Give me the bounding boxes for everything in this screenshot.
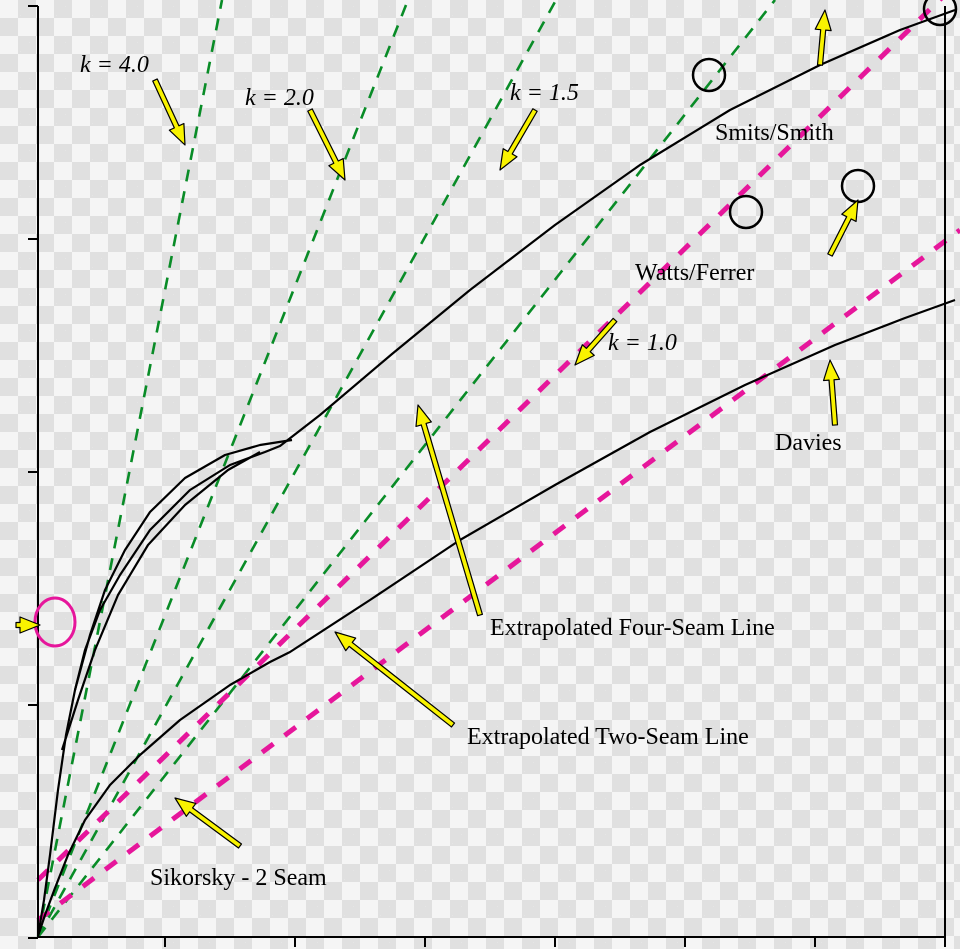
annotation-label: Sikorsky - 2 Seam bbox=[150, 865, 327, 892]
annotation-label: k = 1.5 bbox=[510, 80, 579, 107]
chart-canvas: k = 4.0 k = 2.0 k = 1.5 k = 1.0 Smits/Smith W… bbox=[0, 0, 960, 949]
annotation-label: k = 2.0 bbox=[245, 85, 314, 112]
annotation-label: Watts/Ferrer bbox=[635, 260, 754, 287]
annotation-label: Extrapolated Four-Seam Line bbox=[490, 615, 775, 642]
annotation-label: Smits/Smith bbox=[715, 120, 834, 147]
annotation-label: Extrapolated Two-Seam Line bbox=[467, 724, 749, 751]
annotation-label: Davies bbox=[775, 430, 842, 457]
annotation-label: k = 1.0 bbox=[608, 330, 677, 357]
annotation-label: k = 4.0 bbox=[80, 52, 149, 79]
